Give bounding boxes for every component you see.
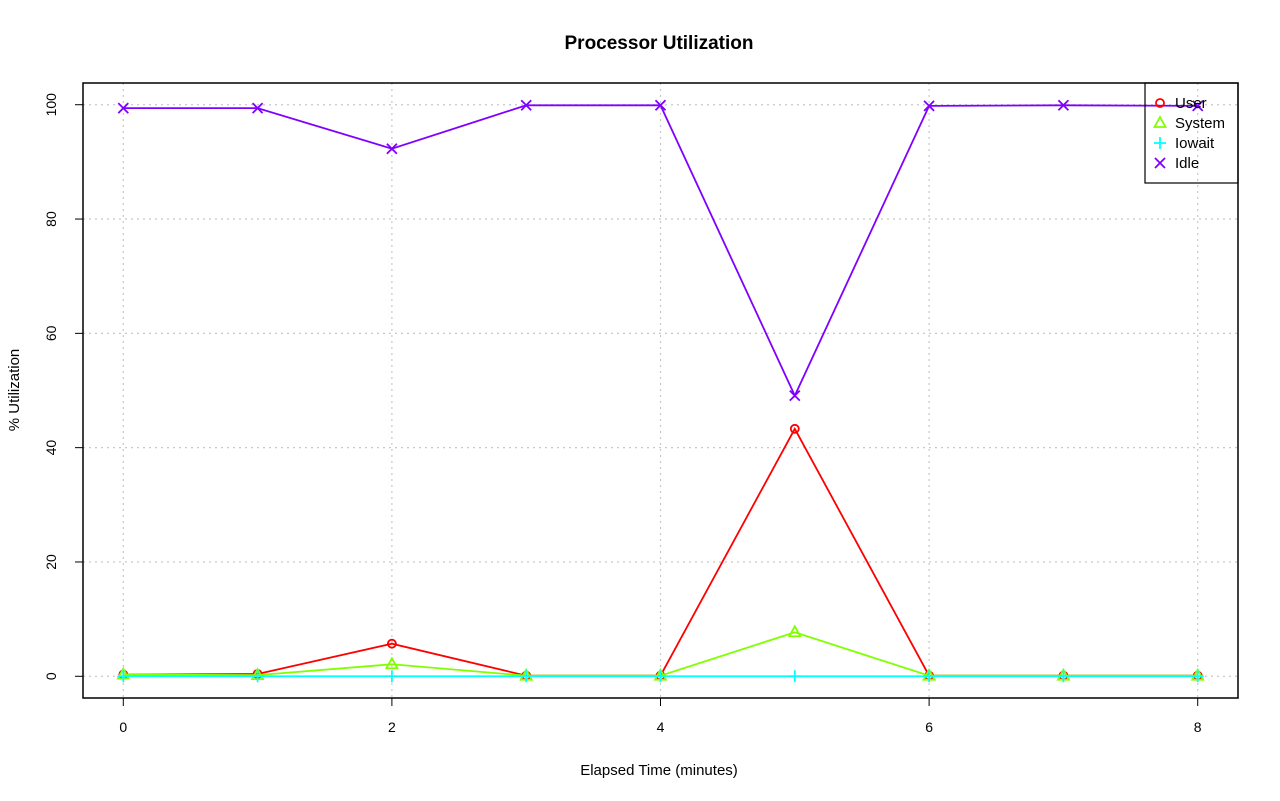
series-system-point (787, 624, 802, 638)
series-idle-point (1192, 100, 1204, 112)
y-tick-label: 80 (43, 211, 59, 227)
legend-label-system: System (1175, 115, 1225, 132)
y-axis: 0 20 40 60 80 100 (43, 93, 84, 680)
series-iowait-point (117, 670, 130, 683)
y-tick-label: 100 (43, 93, 59, 117)
series-system-point (384, 656, 399, 670)
x-tick-label: 4 (657, 719, 665, 735)
legend-marker-iowait (1154, 137, 1166, 149)
legend-label-iowait: Iowait (1175, 135, 1215, 152)
chart-title: Processor Utilization (565, 33, 754, 54)
series-iowait (117, 670, 1204, 683)
series-idle-point (1057, 99, 1070, 111)
y-axis-label: % Utilization (6, 349, 23, 432)
x-tick-label: 0 (119, 719, 127, 735)
series-iowait-point (923, 670, 936, 683)
y-tick-label: 40 (43, 440, 59, 456)
series-idle-point (654, 99, 667, 111)
series-user-point (789, 423, 800, 434)
y-tick-label: 60 (43, 325, 59, 341)
y-tick-label: 0 (43, 672, 59, 680)
series-idle-point (789, 390, 801, 402)
legend-label-user: User (1175, 95, 1207, 112)
series-iowait-point (520, 670, 533, 683)
series-iowait-point (654, 670, 667, 683)
series-idle-point (251, 102, 264, 114)
series-iowait-point (1057, 670, 1070, 683)
legend-marker-user (1155, 98, 1165, 108)
x-tick-label: 6 (925, 719, 933, 735)
x-axis: 0 2 4 6 8 (119, 697, 1202, 735)
series-iowait-point (385, 670, 398, 683)
series-idle-point (117, 102, 129, 114)
x-tick-label: 2 (388, 719, 396, 735)
series-idle-point (520, 99, 532, 111)
grid-lines (83, 83, 1238, 698)
y-tick-label: 20 (43, 554, 59, 570)
series-iowait-point (788, 670, 801, 683)
series-iowait-point (251, 670, 264, 683)
legend-marker-idle (1154, 157, 1166, 169)
plot-area (116, 99, 1205, 683)
x-axis-label: Elapsed Time (minutes) (580, 762, 738, 779)
series-idle-point (923, 100, 935, 112)
x-tick-label: 8 (1194, 719, 1202, 735)
series-idle (117, 99, 1204, 402)
series-iowait-point (1191, 670, 1204, 683)
series-user-point (386, 638, 397, 649)
legend-marker-system (1152, 115, 1168, 128)
series-idle-line (123, 104, 1198, 398)
series-idle-point (386, 143, 398, 155)
legend-label-idle: Idle (1175, 155, 1199, 172)
legend-box (1144, 82, 1239, 184)
legend: User System Iowait Idle (1144, 82, 1239, 184)
